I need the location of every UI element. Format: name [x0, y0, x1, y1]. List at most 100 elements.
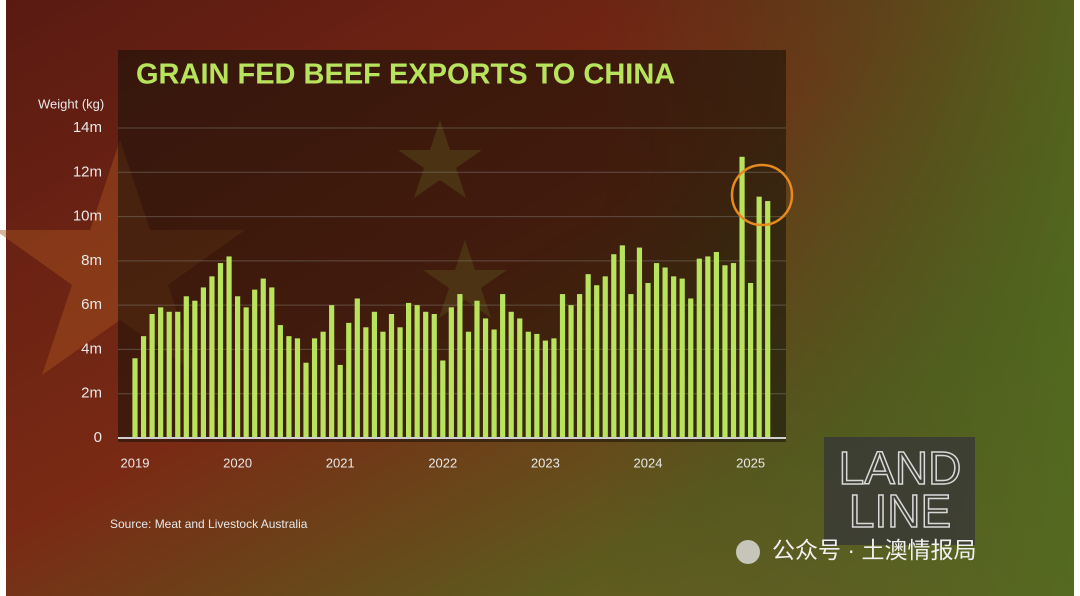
bar	[474, 300, 480, 438]
bar	[662, 267, 668, 438]
bar	[448, 307, 454, 438]
bar	[568, 305, 574, 438]
bar	[140, 336, 147, 438]
bar	[679, 278, 685, 438]
y-tick-label: 2m	[81, 385, 102, 402]
x-tick-label: 2020	[223, 455, 252, 470]
bar	[594, 285, 600, 438]
bar	[277, 325, 283, 438]
chart-title: GRAIN FED BEEF EXPORTS TO CHINA	[136, 59, 675, 91]
bar	[414, 305, 420, 438]
bar	[217, 263, 224, 438]
y-tick-label: 12m	[73, 163, 102, 180]
x-tick-label: 2023	[531, 455, 560, 470]
bar	[354, 298, 360, 438]
watermark: 公众号 · 土澳情报局	[772, 537, 976, 563]
x-tick-label: 2024	[634, 455, 663, 470]
bar	[243, 307, 249, 438]
highlight-circle	[730, 163, 794, 227]
y-axis-label: Weight (kg)	[38, 96, 104, 111]
bar	[534, 333, 540, 438]
bar	[508, 311, 514, 438]
bar	[149, 314, 155, 438]
bar	[525, 331, 531, 438]
y-tick-label: 10m	[73, 208, 102, 225]
bar	[705, 256, 711, 438]
bar	[671, 276, 677, 438]
bar	[431, 314, 437, 438]
bar	[346, 322, 352, 438]
bar	[235, 296, 241, 438]
bar	[653, 263, 660, 438]
logo-box	[824, 437, 975, 545]
source: Source: Meat and Livestock Australia	[110, 517, 308, 531]
bar	[551, 338, 557, 438]
bar	[713, 252, 719, 438]
bar	[303, 362, 309, 438]
bar	[602, 276, 608, 438]
bar	[559, 294, 566, 438]
bar	[329, 305, 335, 438]
bar	[183, 296, 189, 438]
bar	[175, 311, 181, 438]
logo-text: LINE	[849, 485, 951, 537]
bar	[132, 358, 138, 438]
bar	[380, 331, 386, 438]
bar	[311, 338, 318, 438]
bar	[158, 307, 164, 438]
bar	[500, 294, 506, 438]
bar	[645, 283, 651, 438]
logo-text: LAND	[839, 442, 962, 494]
bar	[260, 278, 266, 438]
bar	[423, 311, 429, 438]
bar	[252, 289, 258, 438]
bar	[730, 263, 737, 438]
bar	[611, 254, 617, 438]
bar	[765, 201, 771, 438]
bar	[337, 364, 343, 438]
bar	[688, 298, 694, 438]
bar	[166, 311, 172, 438]
y-tick-label: 4m	[81, 340, 102, 357]
bar	[542, 340, 548, 438]
y-tick-label: 14m	[73, 119, 102, 136]
bar	[722, 265, 728, 438]
bar	[397, 327, 403, 438]
bar	[636, 247, 643, 438]
x-tick-label: 2021	[326, 455, 355, 470]
bar	[628, 294, 634, 438]
bar	[756, 196, 762, 438]
bar	[209, 276, 215, 438]
bar	[320, 331, 326, 438]
bar	[739, 156, 745, 439]
bar	[226, 256, 232, 438]
bar	[286, 336, 292, 438]
x-tick-label: 2025	[736, 455, 765, 470]
wechat-icon	[736, 540, 760, 564]
bar	[440, 360, 446, 438]
bar	[388, 314, 395, 438]
x-tick-label: 2022	[428, 455, 457, 470]
bar	[457, 294, 463, 438]
bar	[619, 245, 625, 438]
bar	[363, 327, 369, 438]
x-tick-label: 2019	[121, 455, 150, 470]
bar	[269, 287, 275, 438]
bar	[371, 311, 377, 438]
y-tick-label: 8m	[81, 252, 102, 269]
bar	[465, 331, 472, 438]
bar	[482, 318, 489, 438]
bar	[577, 294, 583, 438]
bar	[517, 318, 523, 438]
y-tick-label: 0	[94, 429, 102, 446]
bar	[491, 329, 497, 438]
bar	[748, 283, 754, 438]
bar	[585, 274, 591, 438]
bar	[406, 302, 412, 438]
bar	[294, 338, 301, 438]
bar	[192, 300, 198, 438]
bar	[200, 287, 206, 438]
y-tick-label: 6m	[81, 296, 102, 313]
